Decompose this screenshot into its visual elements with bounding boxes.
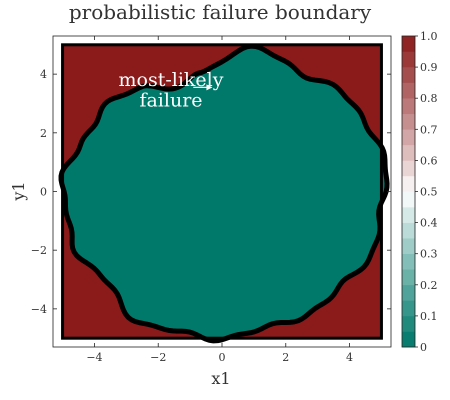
x-tick-label: 0 <box>219 351 226 364</box>
x-tick-label: 2 <box>282 351 289 364</box>
colorbar-tick-label: 0.3 <box>420 248 438 261</box>
annotation-line-1: most-likely <box>118 69 223 91</box>
annotation-arrowhead <box>206 84 213 91</box>
colorbar-band <box>402 175 415 192</box>
colorbar-ticks: 0 0.1 0.2 0.3 0.4 0.5 0.6 0.7 0.8 0.9 1.0 <box>415 30 438 354</box>
colorbar-tick-label: 0.6 <box>420 154 438 167</box>
annotation: most-likely failure <box>118 69 223 112</box>
colorbar-band <box>402 51 415 68</box>
colorbar-band <box>402 238 415 254</box>
y-axis-ticks: −4 −2 0 2 4 <box>31 68 391 316</box>
chart-title: probabilistic failure boundary <box>69 0 372 24</box>
x-axis-ticks: −4 −2 0 2 4 <box>86 36 353 364</box>
colorbar-band <box>402 144 415 161</box>
colorbar-band <box>402 331 415 348</box>
colorbar-tick-label: 0.4 <box>420 217 438 230</box>
y-tick-label: 2 <box>40 127 47 140</box>
colorbar-band <box>402 269 415 286</box>
colorbar-tick-label: 1.0 <box>420 30 438 43</box>
colorbar-band <box>402 36 415 52</box>
colorbar-band <box>402 222 415 239</box>
colorbar-band <box>402 191 415 208</box>
colorbar-band <box>402 98 415 115</box>
colorbar-tick-label: 0.1 <box>420 310 438 323</box>
x-tick-label: −2 <box>150 351 166 364</box>
colorbar-tick-label: 0.2 <box>420 279 438 292</box>
y-tick-label: −2 <box>31 244 47 257</box>
colorbar-band <box>402 315 415 332</box>
colorbar-tick-label: 0.5 <box>420 186 438 199</box>
colorbar-band <box>402 253 415 270</box>
colorbar-tick-label: 0.9 <box>420 61 438 74</box>
colorbar-band <box>402 67 415 83</box>
colorbar: 0 0.1 0.2 0.3 0.4 0.5 0.6 0.7 0.8 0.9 1.0 <box>401 30 438 354</box>
colorbar-band <box>402 160 415 177</box>
y-tick-label: 4 <box>40 68 47 81</box>
annotation-line-2: failure <box>139 89 202 111</box>
domain-border <box>61 43 383 340</box>
colorbar-band <box>402 113 415 130</box>
colorbar-tick-label: 0 <box>420 341 427 354</box>
y-tick-label: −4 <box>31 303 47 316</box>
y-tick-label: 0 <box>40 186 47 199</box>
colorbar-tick-label: 0.8 <box>420 92 438 105</box>
colorbar-band <box>402 82 415 99</box>
y-axis-label: y1 <box>9 181 28 201</box>
x-tick-label: −4 <box>86 351 102 364</box>
colorbar-band <box>402 300 415 317</box>
safe-region <box>58 43 390 344</box>
x-tick-label: 4 <box>346 351 353 364</box>
plot-area: −4 −2 0 2 4 −4 −2 0 2 4 most-likely failure <box>31 35 392 364</box>
colorbar-band <box>402 207 415 223</box>
colorbar-tick-label: 0.7 <box>420 123 438 136</box>
colorbar-band <box>402 129 415 146</box>
x-axis-label: x1 <box>211 369 230 388</box>
colorbar-bands <box>402 36 415 348</box>
colorbar-band <box>402 284 415 301</box>
